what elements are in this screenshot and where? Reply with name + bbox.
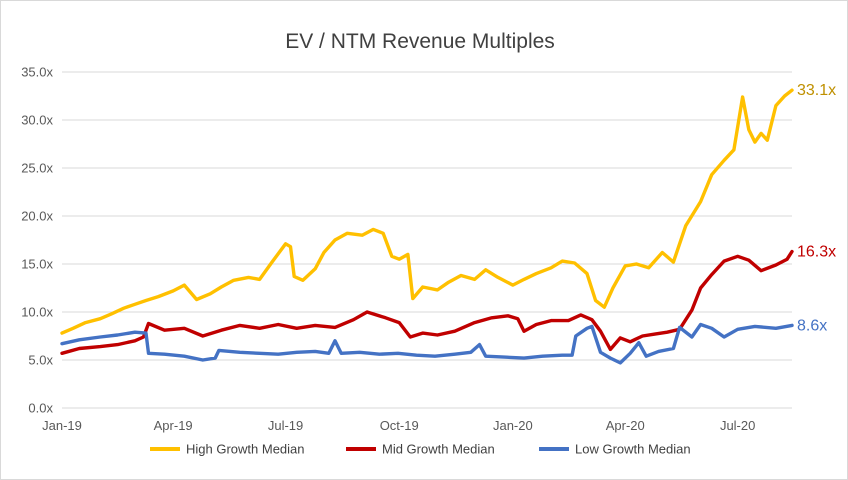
legend-entry: Mid Growth Median bbox=[382, 442, 495, 457]
gridlines bbox=[62, 71, 792, 409]
x-tick-label: Apr-19 bbox=[154, 418, 193, 433]
legend-entry: Low Growth Median bbox=[575, 442, 691, 457]
end-value-label: 33.1x bbox=[797, 82, 836, 99]
y-tick-label: 30.0x bbox=[21, 113, 53, 128]
x-tick-label: Apr-20 bbox=[606, 418, 645, 433]
x-axis-ticks: Jan-19 Apr-19 Jul-19 Oct-19 Jan-20 Apr-20 Jul-… bbox=[42, 418, 755, 433]
series-lines bbox=[60, 88, 794, 365]
x-tick-label: Jan-20 bbox=[493, 418, 533, 433]
y-axis-ticks: 0.0x 5.0x 10.0x 15.0x 20.0x 25.0x 30.0x 35.0x bbox=[21, 65, 53, 416]
y-tick-label: 5.0x bbox=[28, 353, 53, 368]
y-tick-label: 35.0x bbox=[21, 65, 53, 80]
y-tick-label: 20.0x bbox=[21, 209, 53, 224]
y-tick-label: 25.0x bbox=[21, 161, 53, 176]
y-tick-label: 0.0x bbox=[28, 401, 53, 416]
x-tick-label: Jul-20 bbox=[720, 418, 755, 433]
x-tick-label: Jan-19 bbox=[42, 418, 82, 433]
legend-entry: High Growth Median bbox=[186, 442, 305, 457]
legend: High Growth Median Mid Growth Median Low G… bbox=[150, 442, 691, 457]
chart-title: EV / NTM Revenue Multiples bbox=[285, 30, 555, 53]
y-tick-label: 15.0x bbox=[21, 257, 53, 272]
end-value-label: 16.3x bbox=[797, 244, 836, 261]
end-value-label: 8.6x bbox=[797, 317, 827, 334]
x-tick-label: Jul-19 bbox=[268, 418, 303, 433]
y-tick-label: 10.0x bbox=[21, 305, 53, 320]
series-line-mid-growth-median bbox=[60, 249, 794, 355]
series-line-high-growth-median bbox=[60, 88, 794, 335]
series-line-low-growth-median bbox=[60, 322, 794, 365]
x-tick-label: Oct-19 bbox=[380, 418, 419, 433]
end-labels: 33.1x 16.3x 8.6x bbox=[797, 82, 836, 334]
